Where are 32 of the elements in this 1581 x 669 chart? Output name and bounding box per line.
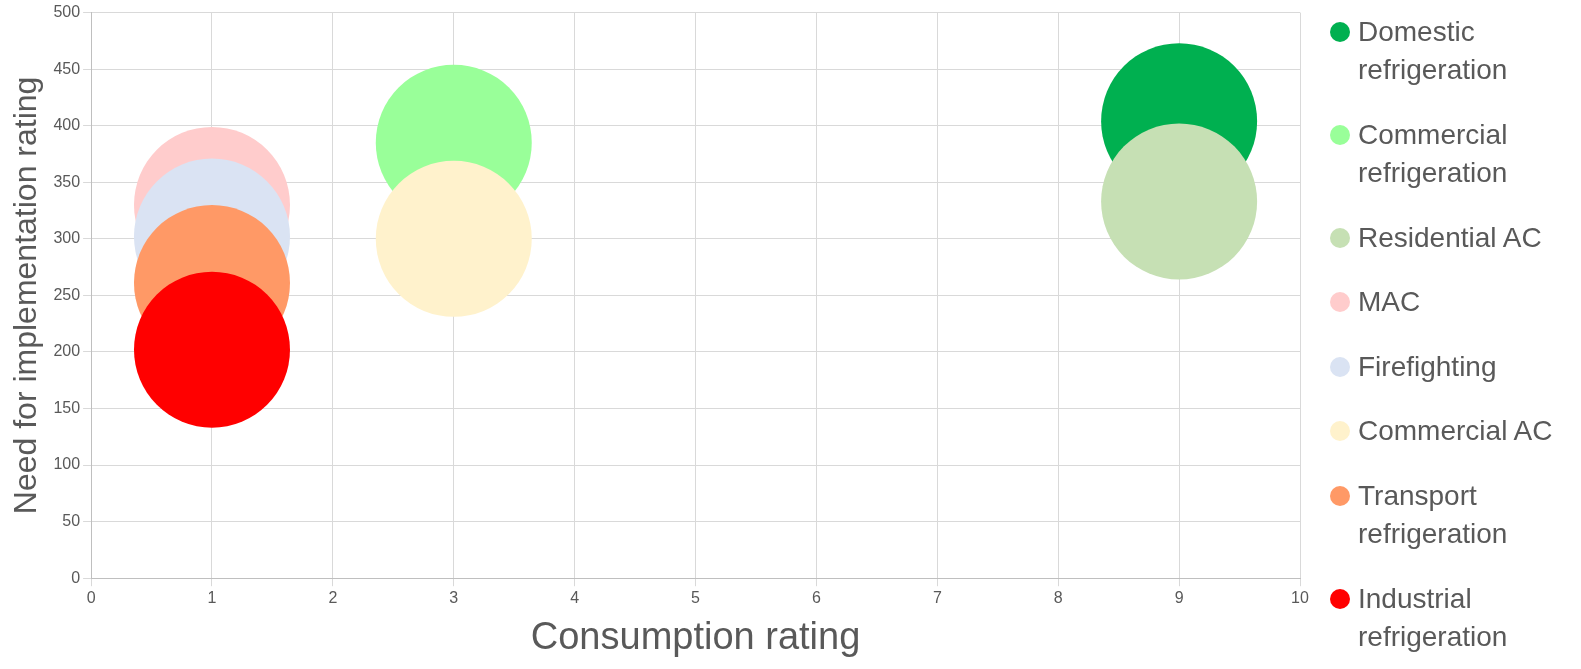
x-axis-title: Consumption rating	[530, 614, 861, 657]
x-tick-label: 1	[207, 589, 217, 607]
legend-label: Domestic refrigeration	[1358, 15, 1509, 88]
y-tick-label: 300	[53, 229, 81, 247]
y-tick-label: 150	[53, 398, 81, 416]
legend-label: Transport refrigeration	[1358, 479, 1509, 552]
x-tick-label: 7	[932, 589, 942, 607]
legend-label: Industrial refrigeration	[1358, 581, 1509, 654]
x-tick-label: 0	[86, 589, 96, 607]
x-tick-label: 9	[1174, 589, 1184, 607]
x-tick-label: 3	[449, 589, 459, 607]
legend-label: MAC	[1358, 285, 1421, 320]
x-tick-label: 4	[570, 589, 580, 607]
y-axis-title: Need for implementation rating	[7, 76, 44, 515]
x-tick-label: 10	[1291, 589, 1309, 607]
y-tick-label: 500	[53, 3, 81, 21]
y-tick-label: 400	[53, 116, 81, 134]
y-tick-label: 0	[71, 568, 81, 586]
y-tick-label: 450	[53, 59, 81, 77]
x-tick-label: 2	[328, 589, 338, 607]
legend-label: Firefighting	[1358, 349, 1497, 384]
y-tick-label: 250	[53, 285, 81, 303]
y-tick-label: 100	[53, 455, 81, 473]
x-tick-label: 6	[811, 589, 821, 607]
y-tick-label: 350	[53, 172, 81, 190]
legend-label: Residential AC	[1358, 220, 1542, 255]
y-tick-label: 200	[53, 342, 81, 360]
legend-label: Commercial AC	[1358, 414, 1553, 449]
y-tick-label: 50	[62, 512, 81, 530]
x-tick-label: 8	[1053, 589, 1063, 607]
x-tick-label: 5	[691, 589, 701, 607]
legend-label: Commercial refrigeration	[1358, 117, 1509, 190]
